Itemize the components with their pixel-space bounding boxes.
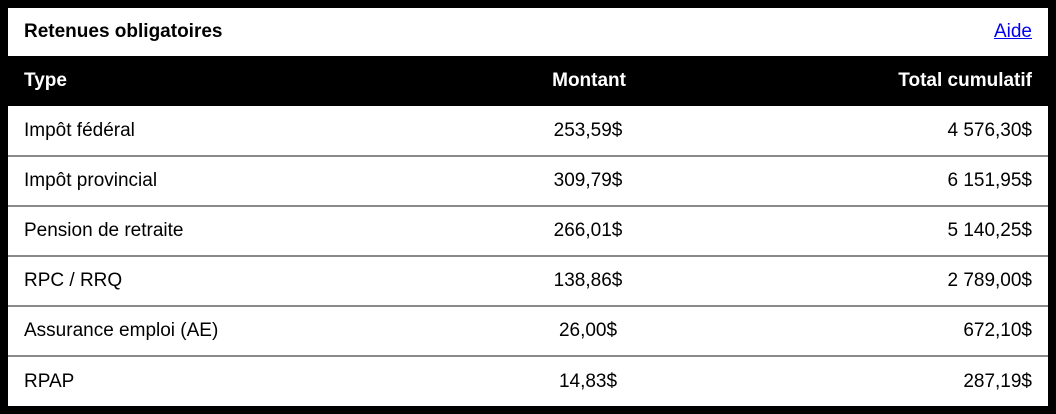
cell-amount: 14,83$ xyxy=(394,355,642,406)
panel-title-bar: Retenues obligatoires Aide xyxy=(8,8,1048,56)
table-row: Impôt fédéral 253,59$ 4 576,30$ xyxy=(8,106,1048,156)
cell-amount: 138,86$ xyxy=(394,255,642,306)
table-row: RPC / RRQ 138,86$ 2 789,00$ xyxy=(8,255,1048,306)
table-row: RPAP 14,83$ 287,19$ xyxy=(8,355,1048,406)
cell-amount: 266,01$ xyxy=(394,205,642,256)
column-header-amount: Montant xyxy=(552,70,626,91)
cell-type: Impôt fédéral xyxy=(24,119,135,141)
cell-total: 2 789,00$ xyxy=(642,255,1048,306)
panel-title: Retenues obligatoires xyxy=(24,21,223,42)
header-row: Type Montant Total cumulatif xyxy=(8,56,1048,106)
cell-type: Impôt provincial xyxy=(8,155,394,206)
cell-type: RPC / RRQ xyxy=(8,255,394,306)
cell-type: Pension de retraite xyxy=(8,205,394,256)
cell-total: 4 576,30$ xyxy=(947,119,1032,141)
cell-total: 6 151,95$ xyxy=(642,155,1048,206)
cell-total: 672,10$ xyxy=(642,305,1048,356)
table-body: Impôt fédéral 253,59$ 4 576,30$ Impôt pr… xyxy=(8,106,1048,406)
cell-total: 5 140,25$ xyxy=(642,205,1048,256)
column-header-total: Total cumulatif xyxy=(898,70,1032,91)
column-header-type: Type xyxy=(24,70,67,91)
table-row: Impôt provincial 309,79$ 6 151,95$ xyxy=(8,155,1048,206)
cell-type: Assurance emploi (AE) xyxy=(8,305,394,356)
cell-amount: 26,00$ xyxy=(394,305,642,356)
cell-amount: 309,79$ xyxy=(394,155,642,206)
cell-amount: 253,59$ xyxy=(553,119,623,141)
table-row: Assurance emploi (AE) 26,00$ 672,10$ xyxy=(8,305,1048,356)
table-row: Pension de retraite 266,01$ 5 140,25$ xyxy=(8,205,1048,256)
cell-type: RPAP xyxy=(8,355,394,406)
table-header: Type Montant Total cumulatif xyxy=(8,56,1048,106)
deductions-table: Type Montant Total cumulatif Impôt fédér… xyxy=(8,56,1048,406)
help-link[interactable]: Aide xyxy=(993,21,1032,42)
cell-total: 287,19$ xyxy=(642,355,1048,406)
